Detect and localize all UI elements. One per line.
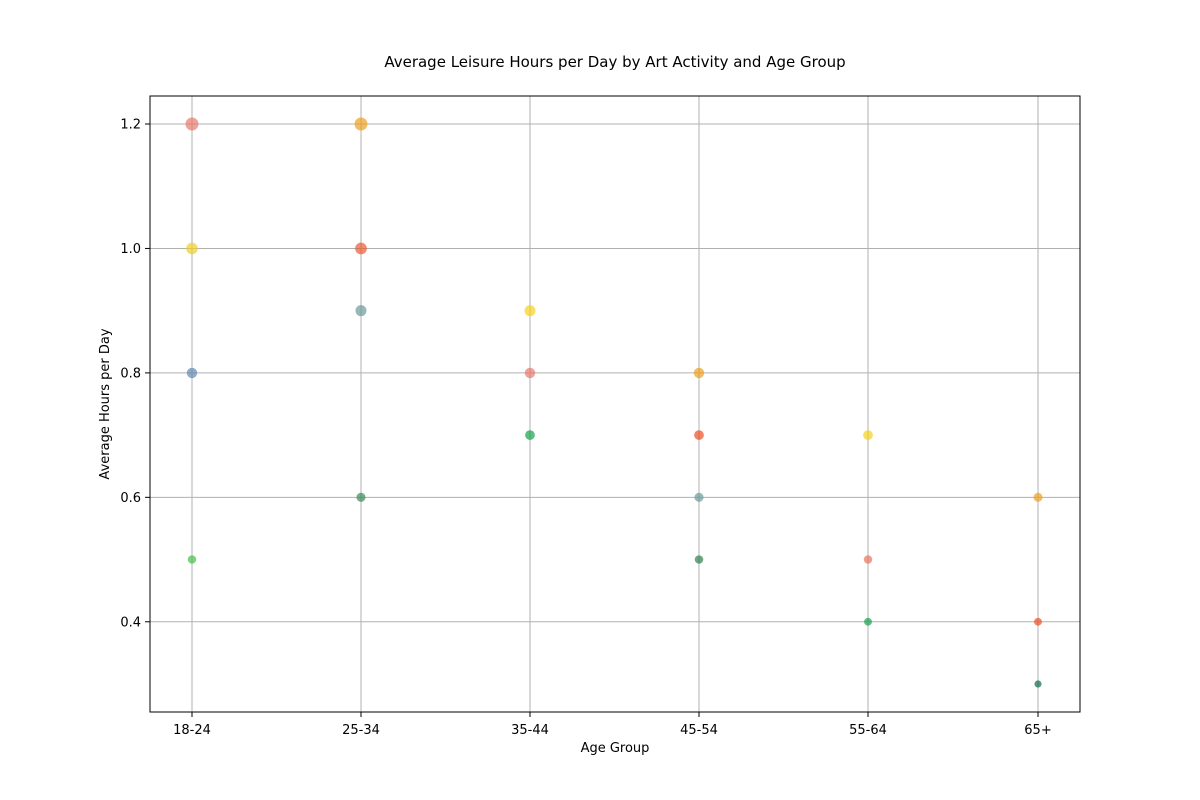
data-point xyxy=(1033,492,1043,502)
data-point xyxy=(185,117,199,131)
data-point xyxy=(525,430,535,440)
data-point xyxy=(355,242,367,255)
x-tick-label: 65+ xyxy=(1024,723,1051,738)
x-axis-label: Age Group xyxy=(581,741,650,756)
plot-area xyxy=(149,95,1081,713)
data-point xyxy=(863,430,873,440)
y-tick-label: 0.4 xyxy=(120,615,141,630)
x-tick-label: 18-24 xyxy=(173,723,211,738)
y-tick-label: 0.8 xyxy=(120,366,141,381)
y-axis-ticks: 0.4 0.6 0.8 1.0 1.2 xyxy=(120,118,150,630)
data-point xyxy=(354,117,368,131)
x-tick-label: 45-54 xyxy=(680,723,718,738)
data-point xyxy=(524,367,536,379)
data-point xyxy=(524,305,536,317)
data-point xyxy=(356,492,366,502)
y-axis-label: Average Hours per Day xyxy=(98,328,113,479)
data-point xyxy=(186,367,198,379)
x-axis-ticks: 18-24 25-34 35-44 45-54 55-64 65+ xyxy=(173,712,1052,738)
data-point xyxy=(186,242,198,255)
data-point xyxy=(1034,617,1042,626)
data-point xyxy=(693,367,705,379)
x-tick-label: 55-64 xyxy=(849,723,887,738)
chart-title: Average Leisure Hours per Day by Art Act… xyxy=(384,53,845,71)
data-point xyxy=(1034,680,1042,688)
data-points xyxy=(185,117,1043,688)
data-point xyxy=(187,555,197,564)
data-point xyxy=(694,492,704,502)
x-tick-label: 35-44 xyxy=(511,723,549,738)
y-tick-label: 0.6 xyxy=(120,491,141,506)
grid xyxy=(150,96,1080,712)
y-tick-label: 1.0 xyxy=(120,242,141,257)
data-point xyxy=(864,617,872,626)
data-point xyxy=(694,430,704,440)
y-tick-label: 1.2 xyxy=(120,118,141,133)
data-point xyxy=(694,555,704,564)
x-tick-label: 25-34 xyxy=(342,723,380,738)
data-point xyxy=(863,555,873,564)
data-point xyxy=(355,305,367,317)
